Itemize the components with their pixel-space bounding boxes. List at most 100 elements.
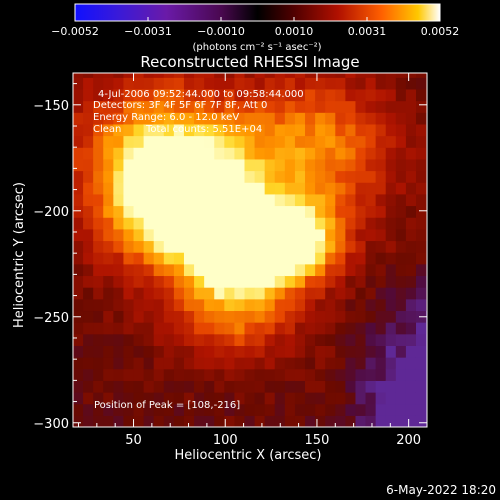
heatmap-cell bbox=[83, 322, 94, 335]
heatmap-cell bbox=[153, 240, 165, 253]
heatmap-cell bbox=[183, 158, 195, 172]
heatmap-cell bbox=[173, 88, 185, 102]
heatmap-cell bbox=[325, 392, 336, 405]
heatmap-cell bbox=[365, 73, 377, 78]
heatmap-cell bbox=[365, 135, 377, 148]
heatmap-cell bbox=[375, 403, 387, 416]
heatmap-cell bbox=[335, 217, 346, 230]
heatmap-cell bbox=[315, 112, 326, 125]
heatmap-cell bbox=[335, 182, 346, 195]
heatmap-cell bbox=[274, 135, 286, 148]
heatmap-cell bbox=[204, 217, 215, 230]
heatmap-cell bbox=[395, 73, 407, 78]
heatmap-cell bbox=[415, 263, 427, 277]
heatmap-cell bbox=[173, 228, 185, 242]
heatmap-cell bbox=[73, 240, 84, 253]
heatmap-cell bbox=[264, 252, 276, 265]
heatmap-cell bbox=[173, 112, 185, 125]
heatmap-cell bbox=[284, 182, 296, 195]
heatmap-cell bbox=[345, 252, 357, 265]
heatmap-cell bbox=[93, 287, 104, 300]
heatmap-cell bbox=[254, 170, 266, 183]
heatmap-cell bbox=[365, 415, 377, 427]
heatmap-cell bbox=[234, 368, 246, 381]
heatmap-cell bbox=[214, 135, 225, 148]
heatmap-cell bbox=[93, 193, 104, 207]
heatmap-cell bbox=[194, 415, 205, 427]
heatmap-cell bbox=[375, 298, 387, 312]
heatmap-cell bbox=[254, 147, 266, 160]
heatmap-cell bbox=[194, 182, 205, 195]
heatmap-cell bbox=[315, 182, 326, 195]
heatmap-cell bbox=[264, 298, 276, 312]
heatmap-cell bbox=[153, 135, 165, 148]
heatmap-cell bbox=[335, 368, 346, 381]
heatmap-cell bbox=[385, 322, 397, 335]
heatmap-cell bbox=[103, 298, 114, 312]
heatmap-cell bbox=[73, 77, 84, 90]
heatmap-cell bbox=[234, 112, 246, 125]
heatmap-cell bbox=[415, 73, 427, 78]
heatmap-cell bbox=[133, 357, 145, 370]
heatmap-cell bbox=[194, 380, 205, 393]
heatmap-cell bbox=[133, 77, 145, 90]
heatmap-cell bbox=[426, 170, 427, 183]
heatmap-cell bbox=[83, 310, 94, 323]
heatmap-cell bbox=[224, 193, 236, 207]
heatmap-cell bbox=[284, 357, 296, 370]
heatmap-cell bbox=[405, 158, 417, 172]
heatmap-cell bbox=[103, 368, 114, 381]
heatmap-cell bbox=[103, 252, 114, 265]
heatmap-cell bbox=[143, 403, 155, 416]
heatmap-cell bbox=[214, 170, 225, 183]
heatmap-cell bbox=[103, 287, 114, 300]
heatmap-cell bbox=[325, 368, 336, 381]
heatmap-cell bbox=[345, 333, 357, 346]
heatmap-cell bbox=[73, 193, 84, 207]
heatmap-cell bbox=[274, 205, 286, 218]
heatmap-cell bbox=[244, 345, 256, 358]
heatmap-cell bbox=[385, 73, 397, 78]
heatmap-cell bbox=[305, 392, 316, 405]
heatmap-cell bbox=[163, 263, 175, 277]
heatmap-cell bbox=[224, 228, 236, 242]
heatmap-cell bbox=[305, 217, 316, 230]
heatmap-cell bbox=[284, 170, 296, 183]
heatmap-cell bbox=[103, 240, 114, 253]
heatmap-cell bbox=[254, 403, 266, 416]
heatmap-cell bbox=[305, 322, 316, 335]
heatmap-cell bbox=[355, 380, 367, 393]
heatmap-cell bbox=[103, 112, 114, 125]
heatmap-cell bbox=[244, 252, 256, 265]
heatmap-cell bbox=[123, 310, 135, 323]
heatmap-cell bbox=[365, 100, 377, 113]
heatmap-cell bbox=[163, 205, 175, 218]
heatmap-cell bbox=[325, 205, 336, 218]
heatmap-cell bbox=[234, 158, 246, 172]
heatmap-cell bbox=[325, 123, 336, 137]
heatmap-cell bbox=[274, 240, 286, 253]
heatmap-cell bbox=[123, 158, 135, 172]
heatmap-cell bbox=[375, 333, 387, 346]
heatmap-cell bbox=[405, 392, 417, 405]
y-tick-label: −250 bbox=[33, 311, 69, 326]
heatmap-cell bbox=[385, 147, 397, 160]
heatmap-cell bbox=[73, 88, 84, 102]
heatmap-cell bbox=[244, 112, 256, 125]
heatmap-cell bbox=[315, 73, 326, 78]
heatmap-cell bbox=[123, 357, 135, 370]
heatmap-cell bbox=[315, 333, 326, 346]
heatmap-cell bbox=[305, 158, 316, 172]
heatmap-cell bbox=[103, 88, 114, 102]
heatmap-cell bbox=[234, 77, 246, 90]
heatmap-cell bbox=[315, 345, 326, 358]
heatmap-cell bbox=[345, 298, 357, 312]
colorbar-tick-label: 0.0031 bbox=[348, 25, 387, 38]
heatmap-cell bbox=[305, 368, 316, 381]
heatmap-cell bbox=[173, 217, 185, 230]
heatmap-cell bbox=[214, 182, 225, 195]
heatmap-cell bbox=[375, 322, 387, 335]
heatmap-cell bbox=[365, 298, 377, 312]
heatmap-cell bbox=[123, 205, 135, 218]
heatmap-cell bbox=[143, 135, 155, 148]
